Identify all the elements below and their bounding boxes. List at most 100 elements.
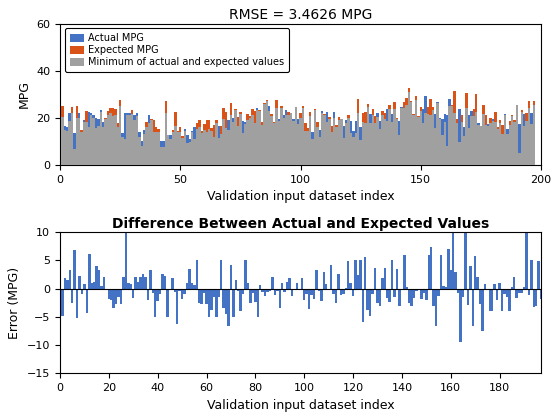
Bar (170, 139, 172, 165)
Bar (367, 107, 369, 165)
Bar (499, 123, 501, 165)
Bar (434, 128, 436, 165)
Bar (369, 114, 371, 165)
Bar (379, 129, 381, 165)
Bar (162, 141, 165, 165)
Bar (191, 132, 194, 165)
Bar (259, 111, 261, 165)
Bar (533, 105, 535, 165)
Bar (81, 289, 83, 294)
Bar (142, 274, 144, 289)
Bar (155, 132, 157, 165)
Bar (432, 289, 435, 306)
Bar (181, 136, 184, 165)
Bar (102, 122, 105, 165)
Bar (447, 249, 450, 289)
Bar (165, 113, 167, 165)
Bar (468, 128, 470, 165)
Bar (304, 131, 306, 165)
Bar (217, 138, 220, 165)
Bar (493, 284, 496, 289)
Bar (256, 110, 259, 165)
Bar (152, 289, 154, 293)
Bar (278, 289, 281, 308)
Bar (76, 118, 78, 165)
Bar (85, 111, 88, 165)
Bar (395, 119, 398, 165)
Bar (419, 111, 422, 165)
Bar (511, 287, 513, 289)
Bar (76, 289, 78, 318)
Bar (109, 108, 111, 165)
Bar (251, 115, 254, 165)
Bar (153, 132, 155, 165)
Bar (111, 108, 114, 165)
Bar (287, 115, 290, 165)
Bar (525, 121, 528, 165)
Bar (430, 99, 432, 165)
Bar (405, 97, 408, 165)
Bar (316, 127, 319, 165)
Bar (107, 116, 109, 165)
Bar (311, 131, 314, 165)
Bar (408, 88, 410, 165)
Bar (119, 106, 122, 165)
Bar (181, 138, 184, 165)
Bar (232, 118, 235, 165)
Bar (480, 126, 482, 165)
Bar (124, 139, 126, 165)
Bar (427, 255, 430, 289)
Bar (265, 101, 268, 165)
Bar (227, 130, 230, 165)
Bar (415, 100, 417, 165)
Bar (473, 109, 475, 165)
Bar (281, 283, 283, 289)
Bar (95, 128, 97, 165)
Bar (235, 110, 237, 165)
Bar (335, 127, 338, 165)
Bar (155, 132, 157, 165)
Bar (528, 108, 530, 165)
Bar (451, 106, 453, 165)
Bar (417, 118, 419, 165)
Bar (408, 289, 410, 303)
Bar (309, 116, 311, 165)
Bar (132, 289, 134, 298)
Bar (160, 147, 162, 165)
Bar (124, 139, 126, 165)
Bar (220, 260, 222, 289)
Bar (362, 113, 365, 165)
Bar (143, 134, 146, 165)
Bar (239, 114, 241, 165)
Bar (384, 119, 386, 165)
Bar (403, 255, 405, 289)
Bar (469, 266, 472, 289)
Bar (352, 137, 354, 165)
Bar (400, 107, 403, 165)
Bar (446, 146, 449, 165)
Bar (227, 130, 230, 165)
Bar (256, 108, 259, 165)
Bar (320, 289, 323, 301)
Bar (240, 289, 242, 311)
Bar (318, 289, 320, 291)
Bar (174, 112, 176, 165)
Bar (139, 277, 142, 289)
Bar (73, 149, 76, 165)
Bar (261, 123, 263, 165)
Bar (300, 118, 302, 165)
Bar (186, 283, 188, 289)
Bar (344, 288, 347, 289)
Bar (88, 254, 91, 289)
Bar (521, 110, 523, 165)
Bar (148, 123, 150, 165)
Bar (303, 289, 305, 300)
Bar (444, 122, 446, 165)
Bar (122, 137, 124, 165)
Bar (326, 122, 328, 165)
Bar (138, 137, 141, 165)
Bar (292, 119, 295, 165)
Bar (153, 132, 155, 165)
Bar (114, 115, 116, 165)
Bar (503, 289, 506, 294)
